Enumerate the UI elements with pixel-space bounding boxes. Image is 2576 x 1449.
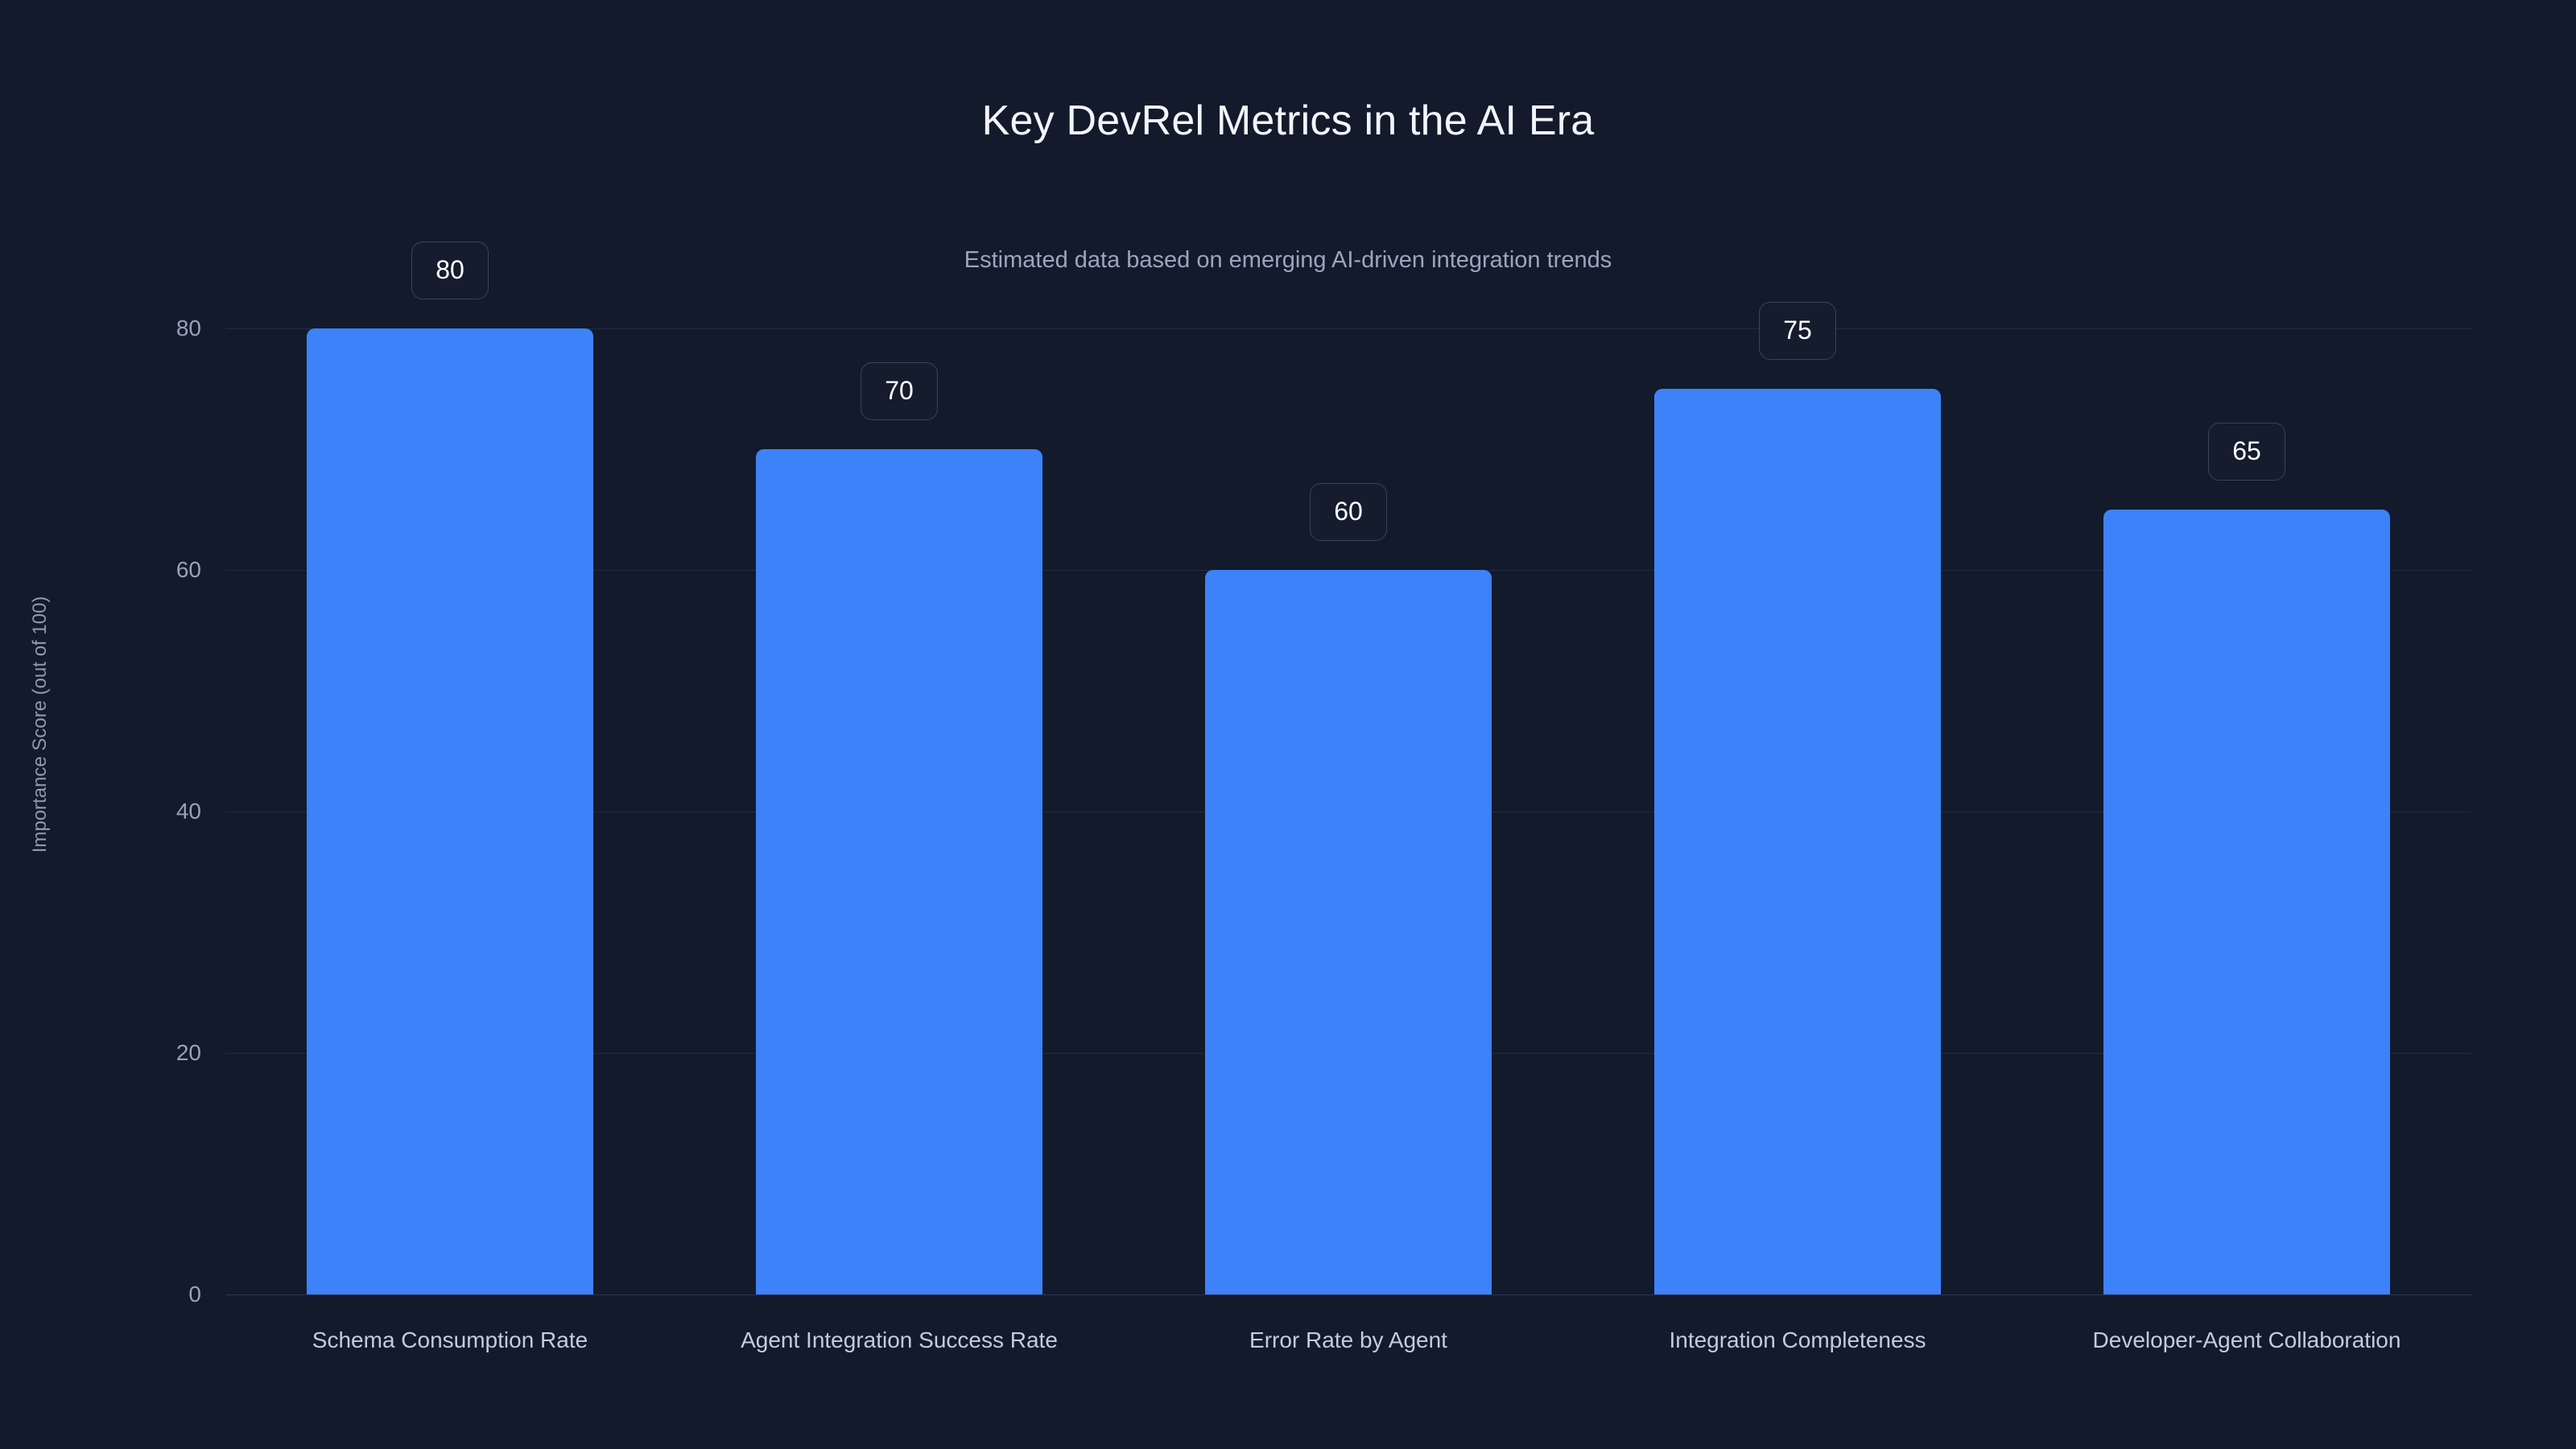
chart-subtitle: Estimated data based on emerging AI-driv… <box>964 247 1612 273</box>
bar[interactable] <box>1654 389 1941 1294</box>
y-axis-tick-label: 40 <box>175 799 201 824</box>
y-axis-tick-label: 60 <box>175 557 201 582</box>
x-axis-tick-label: Developer-Agent Collaboration <box>2092 1327 2401 1352</box>
gridline <box>225 328 2471 329</box>
y-axis-tick-label: 80 <box>175 316 201 341</box>
chart-title: Key DevRel Metrics in the AI Era <box>981 97 1595 144</box>
y-axis-tick-label: 0 <box>188 1282 201 1307</box>
bar[interactable] <box>307 328 593 1294</box>
bar-value-label: 70 <box>861 362 938 420</box>
plot-area <box>225 328 2471 1295</box>
gridline <box>225 1294 2471 1295</box>
bar-value-label: 60 <box>1310 483 1387 541</box>
bar-value-label: 80 <box>411 242 489 299</box>
bar[interactable] <box>1205 570 1492 1294</box>
x-axis-tick-label: Agent Integration Success Rate <box>741 1327 1058 1352</box>
x-axis-tick-label: Schema Consumption Rate <box>312 1327 588 1352</box>
bar-value-label: 75 <box>1759 302 1836 360</box>
bar[interactable] <box>2103 510 2390 1294</box>
x-axis-tick-label: Integration Completeness <box>1669 1327 1926 1352</box>
y-axis-title: Importance Score (out of 100) <box>29 596 51 853</box>
bar[interactable] <box>756 449 1042 1294</box>
bar-value-label: 65 <box>2208 423 2285 481</box>
x-axis-tick-label: Error Rate by Agent <box>1249 1327 1447 1352</box>
y-axis-tick-label: 20 <box>175 1040 201 1065</box>
